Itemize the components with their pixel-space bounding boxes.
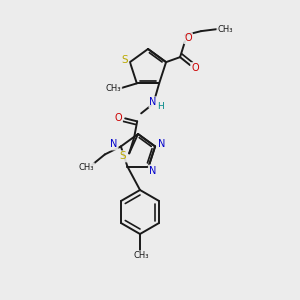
Text: S: S	[122, 55, 128, 65]
Text: O: O	[114, 113, 122, 123]
Text: N: N	[149, 166, 156, 176]
Text: N: N	[110, 140, 118, 149]
Text: CH₃: CH₃	[133, 251, 149, 260]
Text: S: S	[120, 152, 127, 161]
Text: H: H	[157, 102, 164, 111]
Text: CH₃: CH₃	[217, 25, 233, 34]
Text: O: O	[184, 33, 192, 43]
Text: O: O	[191, 63, 199, 73]
Text: N: N	[149, 98, 157, 107]
Text: CH₃: CH₃	[79, 163, 94, 172]
Text: N: N	[158, 140, 166, 149]
Text: CH₃: CH₃	[106, 84, 121, 93]
